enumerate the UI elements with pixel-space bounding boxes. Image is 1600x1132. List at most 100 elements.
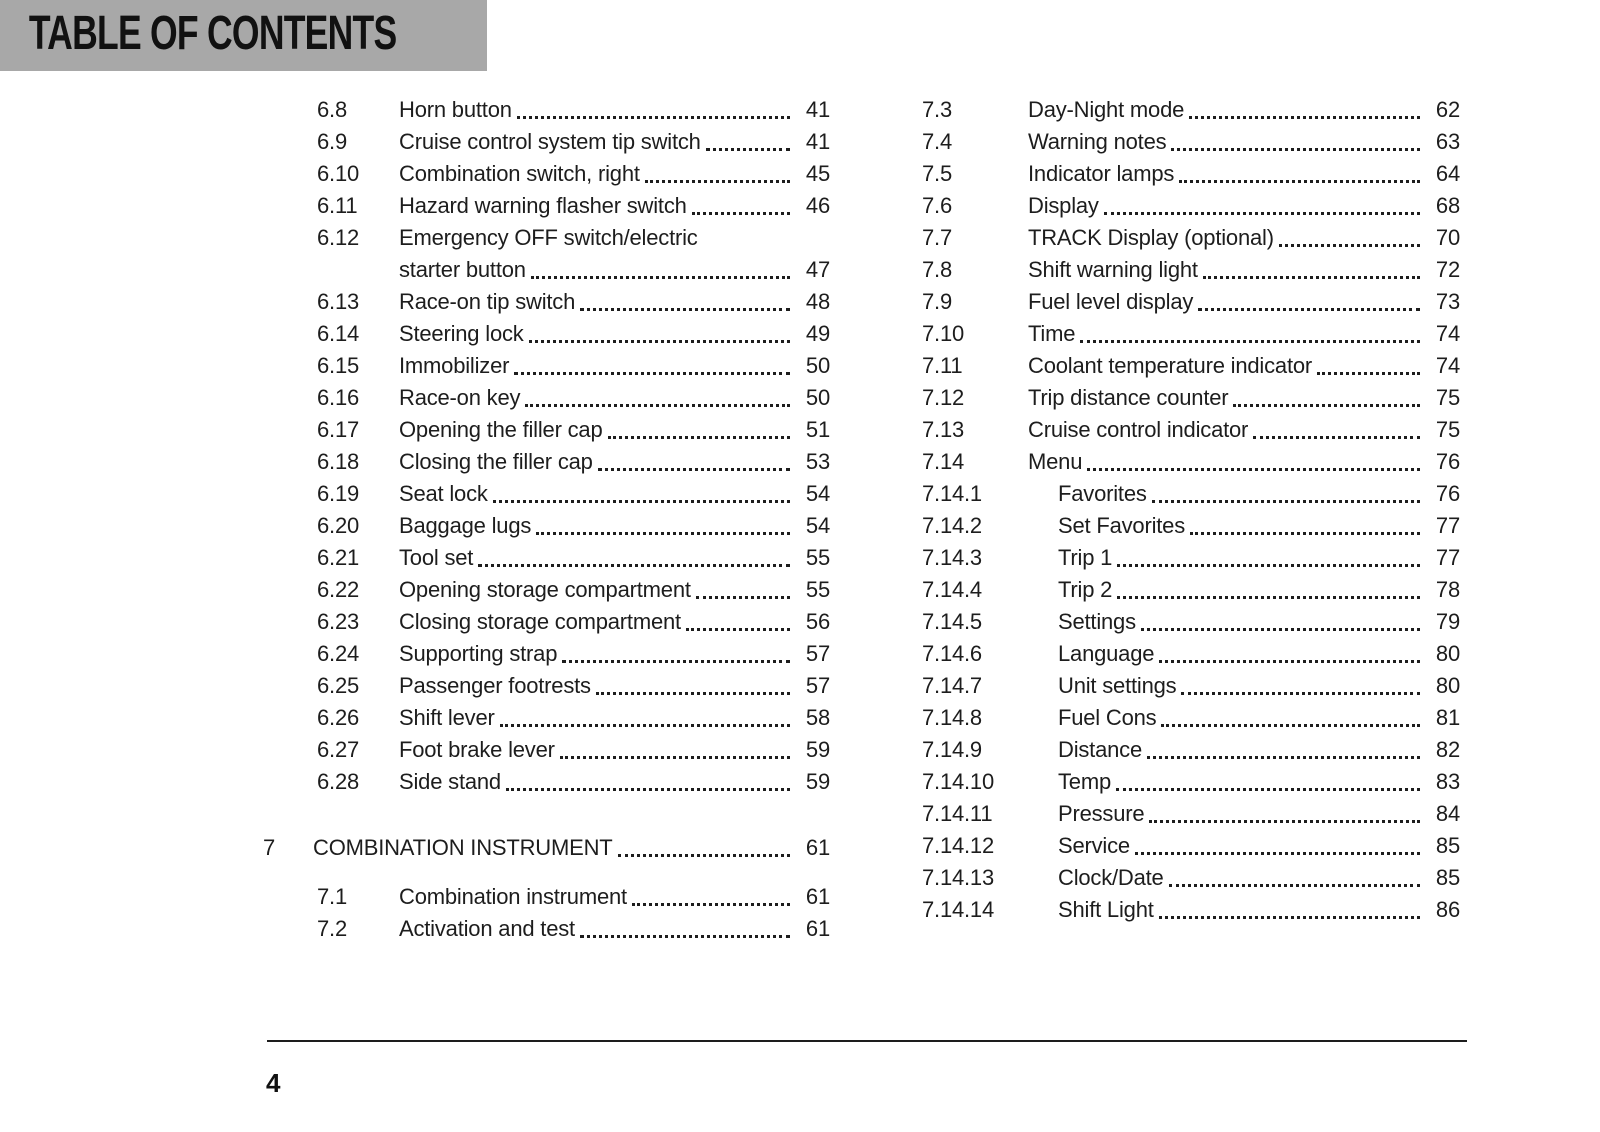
toc-entry-page: 59 [805,737,830,762]
toc-entry-page: 78 [1435,577,1460,602]
toc-entry-page: 77 [1435,545,1460,570]
toc-entry-title: Supporting strap [399,641,558,666]
toc-entry-number: 7.14.8 [922,705,982,730]
toc-entry-title: Favorites [1058,481,1147,506]
toc-entry-number: 6.12 [317,225,360,250]
toc-entry-page: 48 [805,289,830,314]
leader-dots [685,628,790,631]
toc-entry-number: 7.14.13 [922,865,995,890]
toc-entry-line: Combination switch, right 45 [399,158,830,190]
toc-entry-title: Tool set [399,545,474,570]
toc-entry-body: Fuel level display 73 [1028,286,1460,318]
toc-entry-title: Menu [1028,449,1083,474]
toc-entry-number: 7.6 [922,193,952,218]
toc-entry-number: 7.14 [922,449,965,474]
leader-dots [1149,820,1420,823]
toc-entry-title: Unit settings [1058,673,1177,698]
toc-entry-number: 6.26 [317,705,360,730]
leader-dots [1140,628,1420,631]
toc-entry-title: Side stand [399,769,501,794]
toc-entry-page: 81 [1435,705,1460,730]
toc-entry-page: 76 [1435,481,1460,506]
toc-entry-line: Unit settings 80 [1058,670,1460,702]
toc-entry-page: 50 [805,385,830,410]
toc-row: 6.19 Seat lock 54 [263,478,830,510]
toc-entry-title: starter button [399,257,526,282]
leader-dots [1151,500,1420,503]
toc-entry-page: 75 [1435,385,1460,410]
toc-entry-page: 75 [1435,417,1460,442]
toc-row: 7.14.5 Settings 79 [922,606,1460,638]
toc-entry-number: 6.20 [317,513,360,538]
toc-entry-line: Shift lever 58 [399,702,830,734]
leader-dots [579,935,790,938]
leader-dots [1198,308,1420,311]
toc-entry-line: Opening storage compartment 55 [399,574,830,606]
toc-entry-number: 7.4 [922,129,952,154]
toc-entry-line: Language 80 [1058,638,1460,670]
toc-row: 7.14.14 Shift Light 86 [922,894,1460,926]
toc-entry-number: 6.11 [317,193,358,218]
toc-entry-page: 47 [805,257,830,282]
toc-entry-body: Closing the filler cap 53 [399,446,830,478]
toc-entry-page: 63 [1435,129,1460,154]
toc-entry-body: Coolant temperature indicator 74 [1028,350,1460,382]
toc-entry-page: 70 [1435,225,1460,250]
toc-row: 7.14.6 Language 80 [922,638,1460,670]
toc-entry-body: Warning notes 63 [1028,126,1460,158]
toc-entry-line: Foot brake lever 59 [399,734,830,766]
leader-dots [597,468,790,471]
toc-entry-number: 6.23 [317,609,360,634]
toc-entry-body: Horn button 41 [399,94,830,126]
toc-entry-page: 82 [1435,737,1460,762]
leader-dots [562,660,790,663]
toc-entry-line: TRACK Display (optional) 70 [1028,222,1460,254]
toc-entry-page: 76 [1435,449,1460,474]
toc-entry-title: Time [1028,321,1076,346]
toc-entry-page: 41 [805,97,830,122]
toc-entry-number: 6.8 [317,97,347,122]
toc-entry-number: 6.16 [317,385,360,410]
leader-dots [1080,340,1420,343]
toc-entry-page: 83 [1435,769,1460,794]
toc-entry-number: 7.10 [922,321,965,346]
toc-entry-line: Steering lock 49 [399,318,830,350]
toc-entry-line: Side stand 59 [399,766,830,798]
leader-dots [1168,884,1420,887]
toc-row: 6.25 Passenger footrests 57 [263,670,830,702]
toc-entry-body: Menu 76 [1028,446,1460,478]
leader-dots [536,532,790,535]
toc-entry-title: Passenger footrests [399,673,591,698]
leader-dots [1161,724,1420,727]
toc-entry-number: 7.14.7 [922,673,982,698]
toc-entry-line: Service 85 [1058,830,1460,862]
toc-entry-number: 6.19 [317,481,360,506]
toc-entry-title: Combination switch, right [399,161,640,186]
toc-entry-body: Service 85 [1058,830,1460,862]
toc-entry-page: 77 [1435,513,1460,538]
toc-entry-body: Cruise control system tip switch 41 [399,126,830,158]
toc-row: 6.24 Supporting strap 57 [263,638,830,670]
toc-entry-title: Display [1028,193,1099,218]
toc-entry-title: Hazard warning flasher switch [399,193,687,218]
toc-entry-page: 57 [805,673,830,698]
toc-row: 6.28 Side stand 59 [263,766,830,798]
toc-entry-number: 7.14.10 [922,769,995,794]
toc-row: 7.13 Cruise control indicator 75 [922,414,1460,446]
toc-entry-number: 7.14.2 [922,513,982,538]
leader-dots [1253,436,1420,439]
toc-row: 6.22 Opening storage compartment 55 [263,574,830,606]
toc-row: 7 COMBINATION INSTRUMENT 61 [263,832,830,864]
leader-dots [1233,404,1420,407]
toc-entry-body: Set Favorites 77 [1058,510,1460,542]
toc-entry-line: Shift Light 86 [1058,894,1460,926]
leader-dots [1181,692,1420,695]
toc-entry-line: Supporting strap 57 [399,638,830,670]
toc-entry-body: Unit settings 80 [1058,670,1460,702]
toc-row: 7.12 Trip distance counter 75 [922,382,1460,414]
toc-entry-title: Race-on tip switch [399,289,576,314]
toc-row: 7.2 Activation and test 61 [263,913,830,945]
toc-row: 6.18 Closing the filler cap 53 [263,446,830,478]
toc-entry-page: 64 [1435,161,1460,186]
toc-entry-title: Shift lever [399,705,495,730]
